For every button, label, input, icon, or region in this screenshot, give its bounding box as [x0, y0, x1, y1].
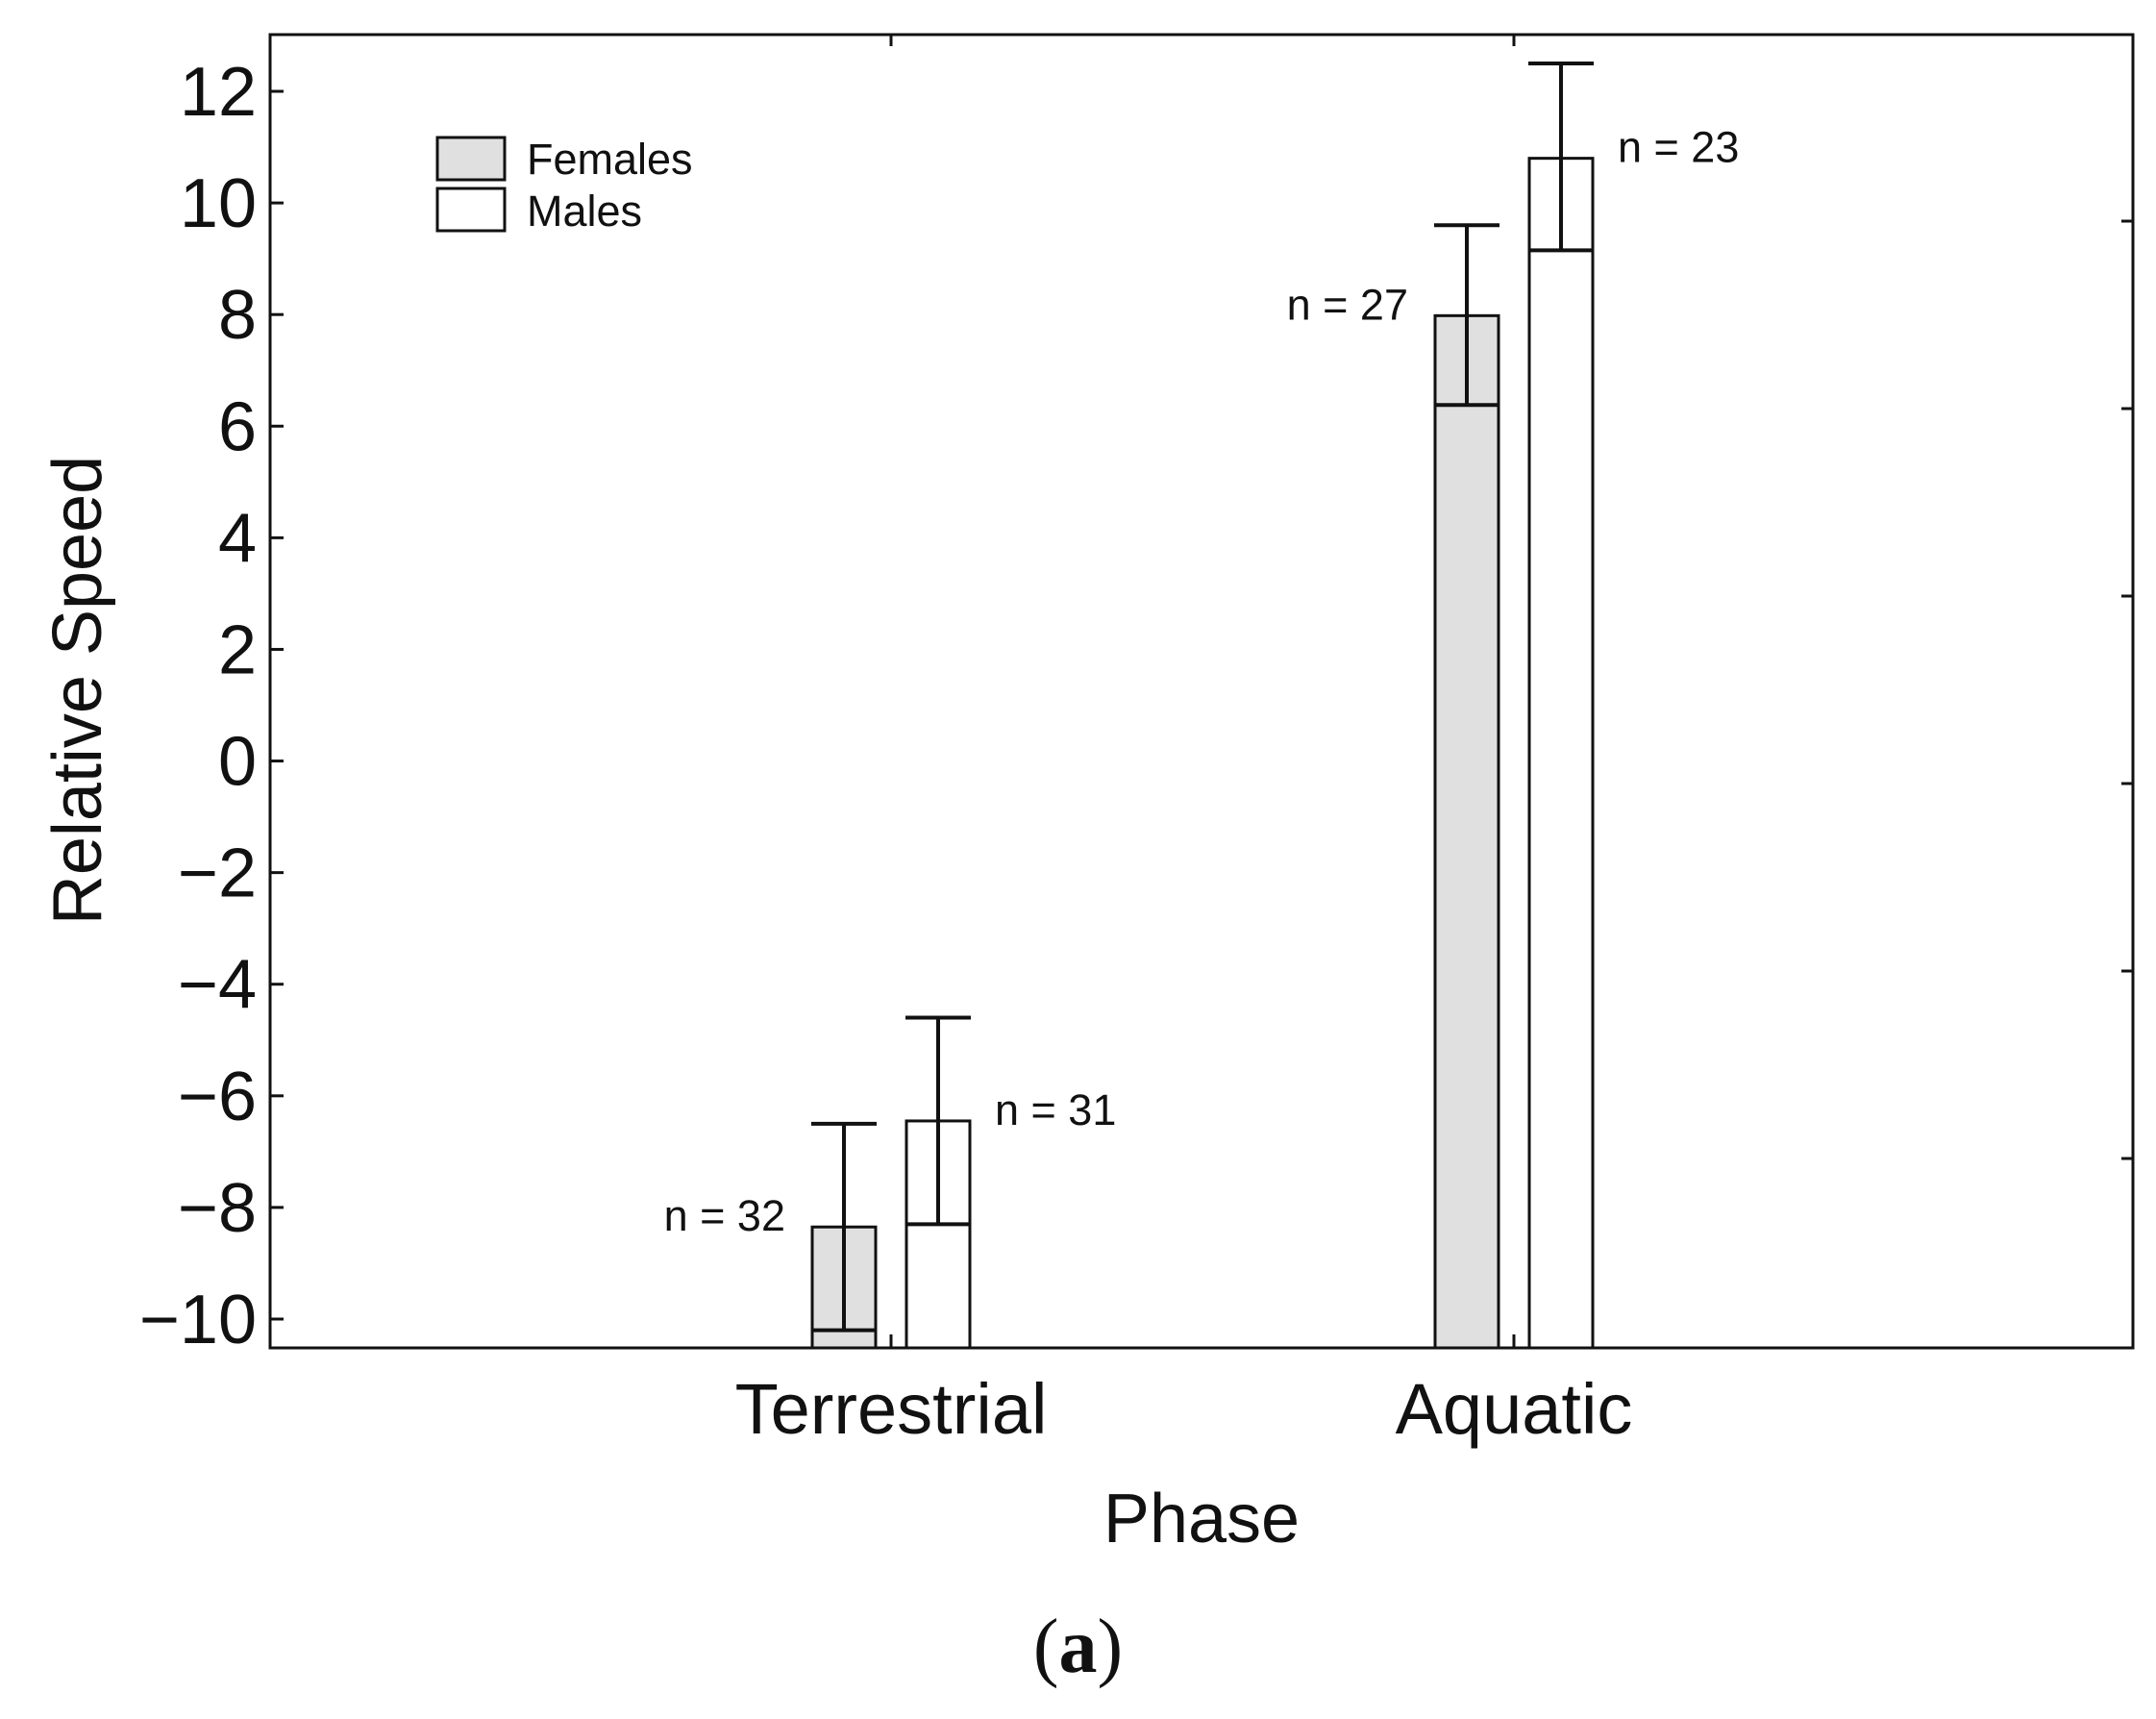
y-axis-title: Relative Speed [39, 456, 116, 925]
plot-frame-rect [268, 33, 2135, 1350]
bars [810, 157, 1595, 1350]
plot-frame [268, 33, 2135, 1350]
y-tick-label: −8 [178, 1170, 257, 1247]
bar-males-aquatic [1527, 157, 1595, 1350]
y-tick-label: −6 [178, 1059, 257, 1135]
y-tick-label: 8 [218, 277, 257, 354]
y-tick-label: 2 [218, 611, 257, 688]
caption-close-paren: ) [1097, 1605, 1124, 1689]
caption-letter: a [1058, 1605, 1098, 1689]
legend: Females Males [435, 135, 693, 236]
legend-label-females: Females [527, 135, 693, 184]
y-tick-label: −2 [178, 835, 257, 912]
bar-females-aquatic [1433, 313, 1500, 1350]
y-tick-label: 4 [218, 500, 257, 577]
x-category-label: Aquatic [1396, 1369, 1633, 1449]
y-axis-ticks: 12 10 8 6 4 2 0 −2 −4 −6 −8 −10 [139, 54, 2133, 1358]
n-label: n = 31 [995, 1085, 1116, 1134]
y-tick-label: 12 [180, 54, 257, 131]
y-tick-label: 0 [218, 724, 257, 801]
legend-swatch-males [435, 187, 507, 233]
sample-size-labels: n = 32 n = 27 n = 31 n = 23 [664, 123, 1740, 1241]
n-label: n = 23 [1618, 123, 1739, 172]
caption-open-paren: ( [1032, 1605, 1059, 1689]
n-label: n = 27 [1287, 280, 1408, 329]
y-tick-label: −4 [178, 947, 257, 1024]
legend-swatch-females [435, 136, 507, 182]
x-category-label: Terrestrial [735, 1369, 1048, 1449]
legend-label-males: Males [527, 187, 642, 236]
error-bars [811, 61, 1594, 1333]
x-axis-categories: Terrestrial Aquatic [735, 35, 1633, 1449]
y-tick-label: 10 [180, 165, 257, 242]
y-tick-label: 6 [218, 388, 257, 465]
x-axis-title: Phase [1103, 1481, 1300, 1557]
n-label: n = 32 [664, 1191, 785, 1240]
figure-caption: (a) [0, 1604, 2156, 1691]
y-tick-label: −10 [139, 1282, 257, 1358]
